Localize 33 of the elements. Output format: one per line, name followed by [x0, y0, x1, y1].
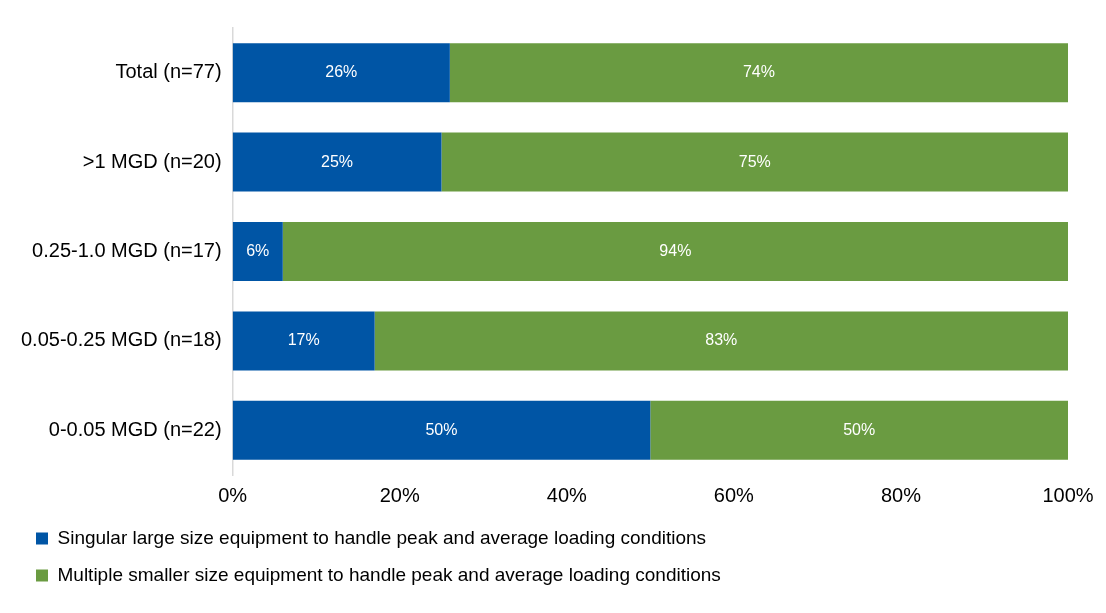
- data-label: 83%: [705, 331, 738, 349]
- data-label: 50%: [425, 420, 458, 438]
- bar: [374, 311, 1068, 371]
- bar: [232, 311, 375, 371]
- y-tick-label: >1 MGD (n=20): [82, 149, 222, 172]
- y-tick-label: 0.25-1.0 MGD (n=17): [32, 239, 222, 262]
- bar: [232, 43, 450, 103]
- y-tick-label: Total (n=77): [115, 60, 222, 83]
- data-label: 6%: [246, 241, 270, 259]
- y-tick-label: 0.05-0.25 MGD (n=18): [21, 328, 222, 351]
- x-tick-label: 40%: [546, 483, 588, 506]
- x-tick-label: 100%: [1042, 483, 1094, 506]
- x-tick-label: 20%: [379, 483, 420, 506]
- data-label: 50%: [843, 420, 876, 438]
- bar: [232, 222, 283, 281]
- x-tick-label: 0%: [218, 483, 248, 506]
- data-label: 26%: [325, 63, 358, 81]
- x-tick-label: 80%: [880, 483, 922, 506]
- data-label: 17%: [287, 331, 320, 349]
- data-label: 94%: [659, 241, 692, 259]
- legend-label: Singular large size equipment to handle peak and average loading conditions: [57, 526, 707, 548]
- bar: [232, 400, 651, 460]
- data-label: 25%: [321, 152, 354, 170]
- legend-label: Multiple smaller size equipment to handle peak and average loading conditions: [57, 563, 721, 585]
- bar: [441, 132, 1068, 192]
- data-label: 75%: [738, 152, 771, 170]
- bar: [282, 222, 1068, 281]
- bar: [449, 43, 1068, 103]
- y-tick-label: 0-0.05 MGD (n=22): [48, 417, 222, 440]
- bar: [232, 132, 442, 192]
- data-label: 74%: [742, 63, 775, 81]
- bar: [650, 400, 1068, 460]
- x-tick-label: 60%: [713, 483, 755, 506]
